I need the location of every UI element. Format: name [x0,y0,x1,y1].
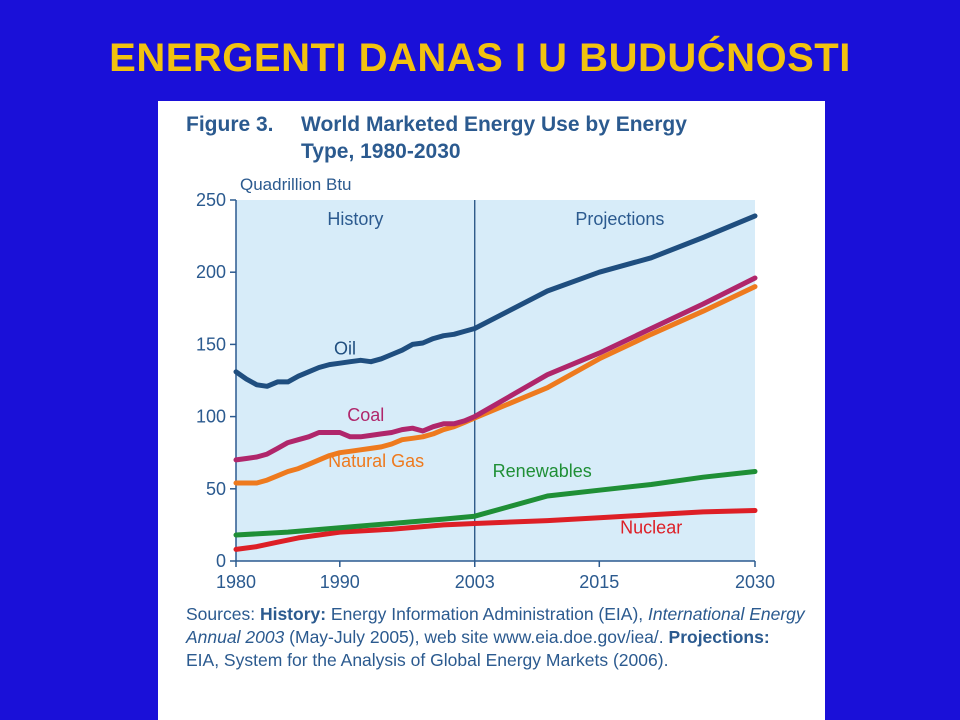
x-tick-label: 2030 [735,572,775,592]
figure-title-line1: World Marketed Energy Use by Energy [301,113,687,136]
y-tick-label: 250 [196,190,226,210]
series-label-nuclear: Nuclear [620,518,682,538]
energy-line-chart: History Projections Quadrillion Btu 0 50 100… [196,175,775,592]
y-tick-label: 0 [216,551,226,571]
series-line-oil [233,213,758,389]
sources-projections-text: EIA, System for the Analysis of Global E… [186,650,669,670]
figure-number: Figure 3. [186,113,274,136]
y-tick-label: 150 [196,334,226,354]
sources-lead: Sources: [186,604,260,624]
series-label-oil: Oil [334,339,356,359]
series-line-coal [233,275,758,463]
slide-title: ENERGENTI DANAS I U BUDUĆNOSTI [109,36,851,80]
x-tick-label: 2003 [455,572,495,592]
figure-title-line2: Type, 1980-2030 [301,140,461,163]
y-axis-units-label: Quadrillion Btu [240,175,352,194]
series-line-nuclear [233,508,758,552]
series-label-coal: Coal [347,405,384,425]
y-tick-label: 200 [196,262,226,282]
plot-area [236,200,755,561]
history-label: History [327,209,383,229]
sources-history-text: Energy Information Administration (EIA), [326,604,649,624]
series-label-renewables: Renewables [493,461,592,481]
series-line-natural-gas [233,284,758,486]
series-line-renewables [233,469,758,538]
figure-panel: Figure 3. World Marketed Energy Use by En… [158,101,825,720]
sources-history-label: History: [259,604,327,624]
sources-publication: International Energy Annual 2003 [186,604,805,647]
y-tick-label: 100 [196,407,226,427]
x-tick-label: 1980 [216,572,256,592]
sources-history-text2: (May-July 2005), web site www.eia.doe.go… [284,627,669,647]
figure-title: Figure 3. World Marketed Energy Use by En… [186,111,687,165]
projections-label: Projections [575,209,664,229]
sources-note: Sources: History: Energy Information Adm… [186,603,806,672]
y-tick-label: 50 [206,479,226,499]
sources-projections-label: Projections: [668,627,770,647]
x-tick-label: 1990 [320,572,360,592]
x-tick-label: 2015 [579,572,619,592]
series-label-natural-gas: Natural Gas [328,451,424,471]
